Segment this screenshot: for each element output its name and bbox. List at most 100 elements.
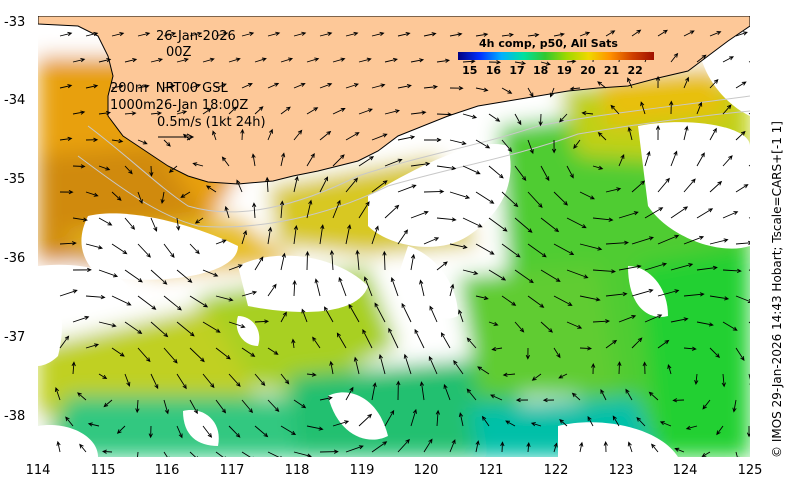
current-arrow <box>397 229 408 245</box>
current-arrow <box>111 295 132 306</box>
current-arrow <box>98 58 112 63</box>
current-arrow <box>462 113 478 119</box>
current-arrow <box>102 449 113 454</box>
current-arrow <box>553 347 561 359</box>
current-arrow <box>397 84 412 89</box>
lon-tick-label: 123 <box>608 463 634 478</box>
current-arrow <box>124 321 143 334</box>
current-arrow <box>280 106 291 115</box>
current-arrow <box>319 82 333 89</box>
current-arrow <box>345 31 359 37</box>
current-arrow <box>410 210 429 219</box>
current-arrow <box>667 364 672 375</box>
current-arrow <box>603 441 608 453</box>
current-arrow <box>345 445 364 453</box>
sst-map[interactable] <box>38 16 750 457</box>
current-arrow <box>540 321 553 333</box>
current-arrow <box>254 57 267 63</box>
current-arrow <box>716 425 724 436</box>
current-arrow <box>527 32 540 38</box>
current-arrow <box>605 291 628 297</box>
current-arrow <box>176 57 189 63</box>
current-arrow <box>670 52 679 63</box>
current-arrow <box>306 107 319 115</box>
current-arrow <box>353 356 360 375</box>
current-arrow <box>540 269 561 282</box>
current-arrow <box>488 165 504 179</box>
current-arrow <box>345 83 359 89</box>
current-arrow <box>435 409 440 427</box>
current-arrow <box>618 153 625 167</box>
current-arrow <box>267 347 279 355</box>
current-arrow <box>150 111 162 116</box>
current-arrow <box>559 419 568 427</box>
current-arrow <box>514 321 525 333</box>
current-arrow <box>293 224 299 245</box>
current-arrow <box>293 129 303 141</box>
current-arrow <box>215 295 234 302</box>
current-arrow <box>696 321 714 327</box>
current-arrow <box>362 329 373 349</box>
current-arrow <box>98 321 117 328</box>
current-arrow <box>553 295 573 306</box>
lat-tick-label: -33 <box>4 15 26 30</box>
current-arrow <box>449 139 467 146</box>
current-arrow <box>683 76 690 89</box>
lon-tick-label: 114 <box>25 463 51 478</box>
current-arrow <box>670 206 689 219</box>
current-arrow <box>488 217 508 232</box>
current-arrow <box>306 199 313 219</box>
current-arrow <box>116 425 126 434</box>
current-arrow <box>149 165 154 177</box>
current-arrow <box>137 84 150 89</box>
current-arrow <box>410 253 416 271</box>
current-arrow <box>291 338 296 349</box>
current-arrow <box>685 425 698 430</box>
current-arrow <box>212 130 217 141</box>
current-arrow <box>605 30 616 37</box>
lon-tick-label: 121 <box>478 463 504 478</box>
current-arrow <box>148 425 153 439</box>
current-arrow <box>189 243 200 255</box>
current-arrow <box>176 425 183 439</box>
current-arrow <box>85 191 99 197</box>
current-arrow <box>163 31 177 37</box>
current-arrow <box>579 31 591 37</box>
current-arrow <box>224 205 230 219</box>
current-arrow <box>371 31 385 37</box>
current-arrow <box>696 101 703 115</box>
current-arrow <box>163 84 176 89</box>
current-arrow <box>500 441 505 453</box>
current-arrow <box>566 321 583 329</box>
current-arrow <box>618 315 637 323</box>
current-arrow <box>600 388 607 401</box>
current-arrow <box>176 321 195 337</box>
current-arrow <box>267 226 273 245</box>
current-arrow <box>215 31 229 37</box>
current-arrow <box>98 110 112 116</box>
current-arrow <box>150 321 169 338</box>
current-arrow <box>111 31 125 37</box>
current-arrow <box>124 58 138 63</box>
bathymetry-contours <box>77 95 750 228</box>
current-arrow <box>449 191 471 200</box>
current-arrow <box>137 31 151 37</box>
current-arrow <box>72 267 92 273</box>
current-arrow <box>163 139 171 147</box>
current-scale-label: 0.5m/s (1kt 24h) <box>157 115 266 130</box>
current-arrow <box>374 302 386 323</box>
current-arrow <box>648 391 659 401</box>
current-arrow <box>98 373 108 380</box>
current-arrow <box>449 32 463 37</box>
current-arrow <box>566 165 574 179</box>
current-arrow <box>384 204 400 219</box>
lon-tick-label: 119 <box>349 463 375 478</box>
current-arrow <box>241 83 253 89</box>
current-arrow <box>355 249 360 271</box>
current-arrow <box>410 58 425 63</box>
current-arrow <box>228 425 241 438</box>
current-arrow <box>329 249 335 271</box>
current-arrow <box>202 425 213 438</box>
current-arrow <box>292 279 297 297</box>
current-arrow <box>124 373 131 387</box>
